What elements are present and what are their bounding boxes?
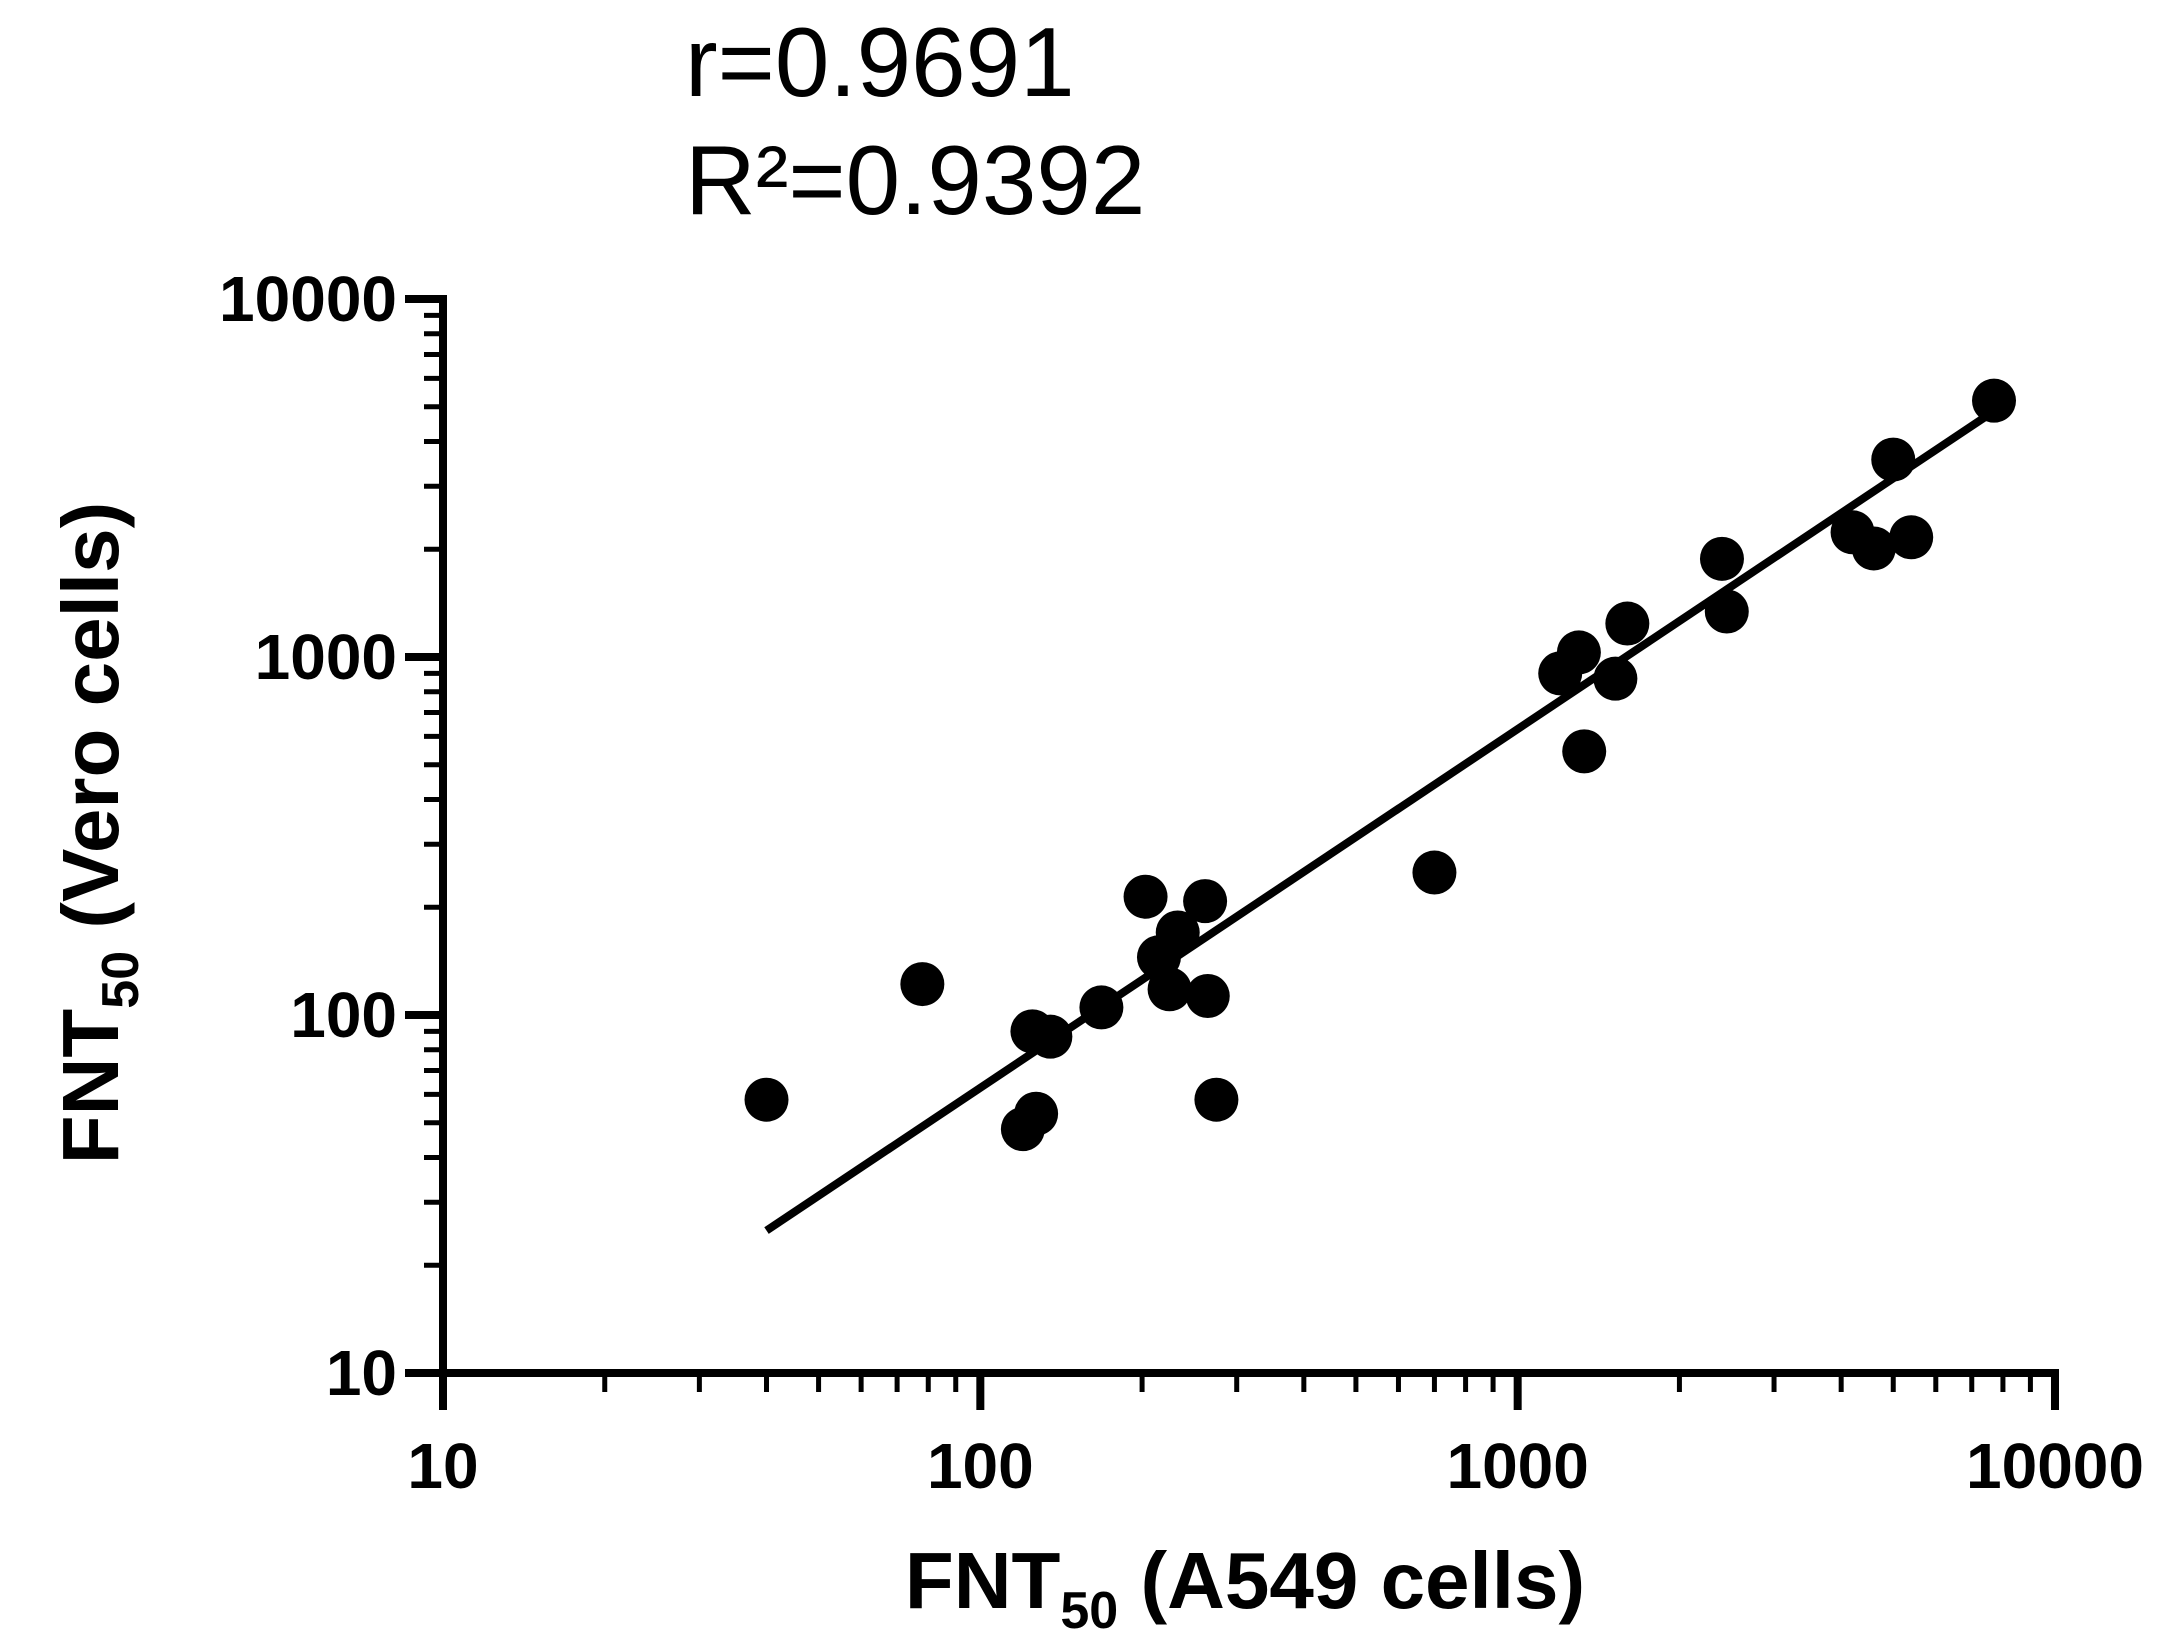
data-point <box>1699 536 1744 581</box>
data-point <box>1194 1077 1239 1122</box>
data-point <box>1605 601 1650 646</box>
data-point <box>1889 515 1934 560</box>
regression-line <box>764 409 1994 1234</box>
y-tick-label: 10 <box>326 1337 397 1409</box>
data-point <box>900 962 945 1007</box>
data-points <box>744 378 2017 1152</box>
data-point <box>1014 1091 1059 1136</box>
x-tick-label: 10 <box>407 1430 478 1502</box>
data-point <box>1871 437 1916 482</box>
y-tick-label: 1000 <box>255 621 397 693</box>
x-axis-tick-labels: 10 100 1000 10000 <box>407 1430 2144 1502</box>
data-point <box>744 1077 789 1122</box>
x-axis-title: FNT50 (A549 cells) <box>905 1536 1585 1640</box>
data-point <box>1593 656 1638 701</box>
data-point <box>1123 874 1168 919</box>
y-axis-major-ticks <box>405 295 443 1377</box>
y-axis-tick-labels: 10 100 1000 10000 <box>219 263 397 1409</box>
r-squared-annotation: R²=0.9392 <box>685 125 1145 235</box>
data-point <box>1412 850 1457 895</box>
x-axis-major-ticks <box>439 1373 2059 1410</box>
y-tick-label: 100 <box>290 979 397 1051</box>
data-point <box>1155 910 1200 955</box>
data-point <box>1185 973 1230 1018</box>
data-point <box>1562 729 1607 774</box>
data-point <box>1556 630 1601 675</box>
x-tick-label: 100 <box>927 1430 1034 1502</box>
x-tick-label: 10000 <box>1966 1430 2144 1502</box>
data-point <box>1028 1014 1073 1059</box>
data-point <box>1079 985 1124 1030</box>
correlation-annotation: r=0.9691 <box>685 7 1075 117</box>
y-axis-title: FNT50 (Vero cells) <box>46 502 150 1164</box>
data-point <box>1147 967 1192 1012</box>
y-tick-label: 10000 <box>219 263 397 335</box>
x-tick-label: 1000 <box>1446 1430 1588 1502</box>
data-point <box>1704 589 1749 634</box>
data-point <box>1851 526 1896 571</box>
data-point <box>1183 879 1228 924</box>
data-point <box>1972 378 2017 423</box>
